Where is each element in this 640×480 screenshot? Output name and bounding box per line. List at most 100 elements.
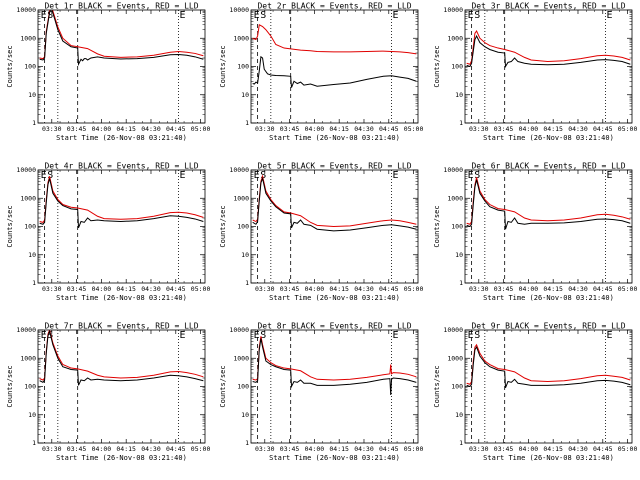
detector-chart: Det 8r BLACK = Events, RED = LLD 1 10 100 10… (219, 322, 423, 463)
event-marker-label: E (606, 10, 612, 21)
x-tick-label: 03:30 (42, 125, 62, 133)
y-tick-label: 1000 (234, 194, 250, 202)
chart-title: Det 3r BLACK = Events, RED = LLD (471, 2, 625, 11)
y-tick-label: 10 (455, 91, 463, 99)
y-tick-label: 1 (459, 279, 463, 287)
chart-title: Det 7r BLACK = Events, RED = LLD (44, 322, 198, 331)
x-tick-label: 04:30 (141, 285, 161, 293)
x-axis-label: Start Time (26-Nov-08 03:21:40) (483, 294, 614, 302)
plot-frame (250, 9, 419, 124)
detector-chart: Det 1r BLACK = Events, RED = LLD 1 10 100 10… (6, 2, 211, 143)
x-tick-label: 05:00 (404, 125, 424, 133)
x-axis-label: Start Time (26-Nov-08 03:21:40) (270, 134, 401, 142)
lld-series-line (252, 336, 417, 381)
events-series-line (39, 10, 204, 67)
x-tick-label: 04:45 (379, 445, 399, 453)
detector-chart: Det 5r BLACK = Events, RED = LLD 1 10 100 10… (219, 162, 424, 303)
event-marker-label: E (180, 10, 186, 21)
y-tick-label: 100 (451, 223, 463, 231)
y-tick-label: 1000 (20, 354, 36, 362)
event-marker-label: E (393, 10, 399, 21)
y-axis-label: Counts/sec (219, 365, 227, 407)
event-marker-label: S (474, 330, 480, 341)
plot-frame (37, 329, 206, 444)
event-marker-label: S (474, 170, 480, 181)
x-tick-label: 04:30 (355, 445, 375, 453)
y-tick-label: 1000 (20, 194, 36, 202)
plot-frame (464, 329, 633, 444)
y-tick-label: 1000 (234, 34, 250, 42)
x-tick-label: 03:45 (280, 125, 300, 133)
x-tick-label: 04:45 (593, 125, 613, 133)
x-tick-label: 05:00 (191, 125, 211, 133)
y-tick-label: 10000 (230, 326, 250, 334)
y-axis-label: Counts/sec (6, 365, 14, 407)
event-marker-label: E (467, 330, 473, 341)
x-tick-label: 04:45 (166, 445, 186, 453)
x-axis-label: Start Time (26-Nov-08 03:21:40) (483, 454, 614, 462)
y-axis-label: Counts/sec (219, 45, 227, 87)
x-tick-label: 03:45 (67, 445, 87, 453)
y-tick-label: 10 (28, 91, 36, 99)
x-tick-label: 04:15 (330, 125, 350, 133)
x-tick-label: 04:45 (593, 445, 613, 453)
plot-frame (464, 169, 633, 284)
detector-panel: Det 5r BLACK = Events, RED = LLD 1 10 100 10… (213, 160, 426, 320)
lld-series-line (466, 30, 631, 65)
chart-title: Det 2r BLACK = Events, RED = LLD (258, 2, 412, 11)
y-tick-label: 10 (28, 251, 36, 259)
x-tick-label: 05:00 (191, 285, 211, 293)
chart-title: Det 9r BLACK = Events, RED = LLD (471, 322, 625, 331)
event-marker-label: E (180, 170, 186, 181)
y-tick-label: 1000 (447, 194, 463, 202)
x-tick-label: 04:00 (92, 445, 112, 453)
x-tick-label: 04:45 (166, 125, 186, 133)
x-tick-label: 04:15 (116, 445, 136, 453)
y-tick-label: 10 (242, 91, 250, 99)
event-marker-label: S (474, 10, 480, 21)
x-tick-label: 04:45 (379, 285, 399, 293)
event-marker-label: S (47, 170, 53, 181)
event-marker-label: S (261, 170, 267, 181)
y-tick-label: 1 (459, 439, 463, 447)
x-tick-label: 03:30 (469, 445, 489, 453)
plot-frame (464, 9, 633, 124)
plot-frame (37, 169, 206, 284)
x-tick-label: 03:30 (469, 285, 489, 293)
x-tick-label: 05:00 (404, 285, 424, 293)
x-axis-label: Start Time (26-Nov-08 03:21:40) (56, 134, 187, 142)
x-tick-label: 04:00 (92, 285, 112, 293)
x-axis-label: Start Time (26-Nov-08 03:21:40) (56, 454, 187, 462)
events-series-line (252, 55, 417, 88)
y-tick-label: 10 (455, 251, 463, 259)
y-tick-label: 10000 (230, 166, 250, 174)
x-tick-label: 04:15 (330, 285, 350, 293)
y-tick-label: 100 (451, 63, 463, 71)
events-series-line (466, 179, 631, 230)
x-tick-label: 05:00 (191, 445, 211, 453)
y-axis-label: Counts/sec (6, 45, 14, 87)
detector-panel: Det 4r BLACK = Events, RED = LLD 1 10 100 10… (0, 160, 213, 320)
y-tick-label: 1 (32, 279, 36, 287)
detector-chart: Det 7r BLACK = Events, RED = LLD 1 10 100 10… (6, 322, 211, 463)
y-tick-label: 10 (242, 251, 250, 259)
chart-title: Det 8r BLACK = Events, RED = LLD (258, 322, 412, 331)
x-tick-label: 03:30 (255, 445, 275, 453)
x-tick-label: 04:30 (355, 125, 375, 133)
x-tick-label: 04:00 (92, 125, 112, 133)
y-tick-label: 100 (451, 383, 463, 391)
event-marker-label: S (47, 10, 53, 21)
y-tick-label: 1 (32, 439, 36, 447)
y-tick-label: 10000 (230, 6, 250, 14)
detector-panel: Det 2r BLACK = Events, RED = LLD 1 10 100 10… (213, 0, 426, 160)
y-tick-label: 100 (238, 63, 250, 71)
x-axis-label: Start Time (26-Nov-08 03:21:40) (56, 294, 187, 302)
events-series-line (466, 345, 631, 388)
y-tick-label: 10 (242, 411, 250, 419)
y-tick-label: 100 (24, 63, 36, 71)
detector-chart: Det 2r BLACK = Events, RED = LLD 1 10 100 10… (219, 2, 424, 143)
x-tick-label: 04:45 (593, 285, 613, 293)
y-tick-label: 10000 (16, 6, 36, 14)
events-series-line (466, 34, 631, 69)
x-tick-label: 04:30 (141, 445, 161, 453)
